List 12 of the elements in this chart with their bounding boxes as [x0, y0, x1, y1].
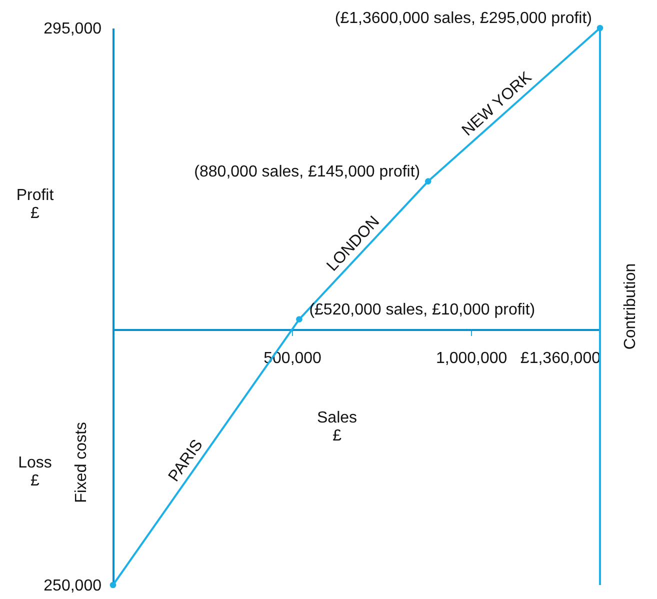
annotation: (880,000 sales, £145,000 profit) — [194, 163, 420, 180]
y-tick-label: 295,000 — [44, 20, 102, 38]
x-axis-title: Sales £ — [317, 409, 358, 444]
annotation: (£520,000 sales, £10,000 profit) — [309, 301, 536, 318]
text: Contribution — [622, 263, 639, 350]
x-tick-label: 1,000,000 — [436, 350, 508, 367]
text: Loss £ — [18, 454, 52, 490]
x-tick-label: £1,360,000 — [520, 350, 601, 367]
annotation: (£1,3600,000 sales, £295,000 profit) — [334, 10, 592, 27]
y-tick-label: 250,000 — [44, 578, 102, 594]
text: Fixed costs — [73, 422, 90, 503]
y-axis-title: Profit £ — [16, 187, 54, 222]
